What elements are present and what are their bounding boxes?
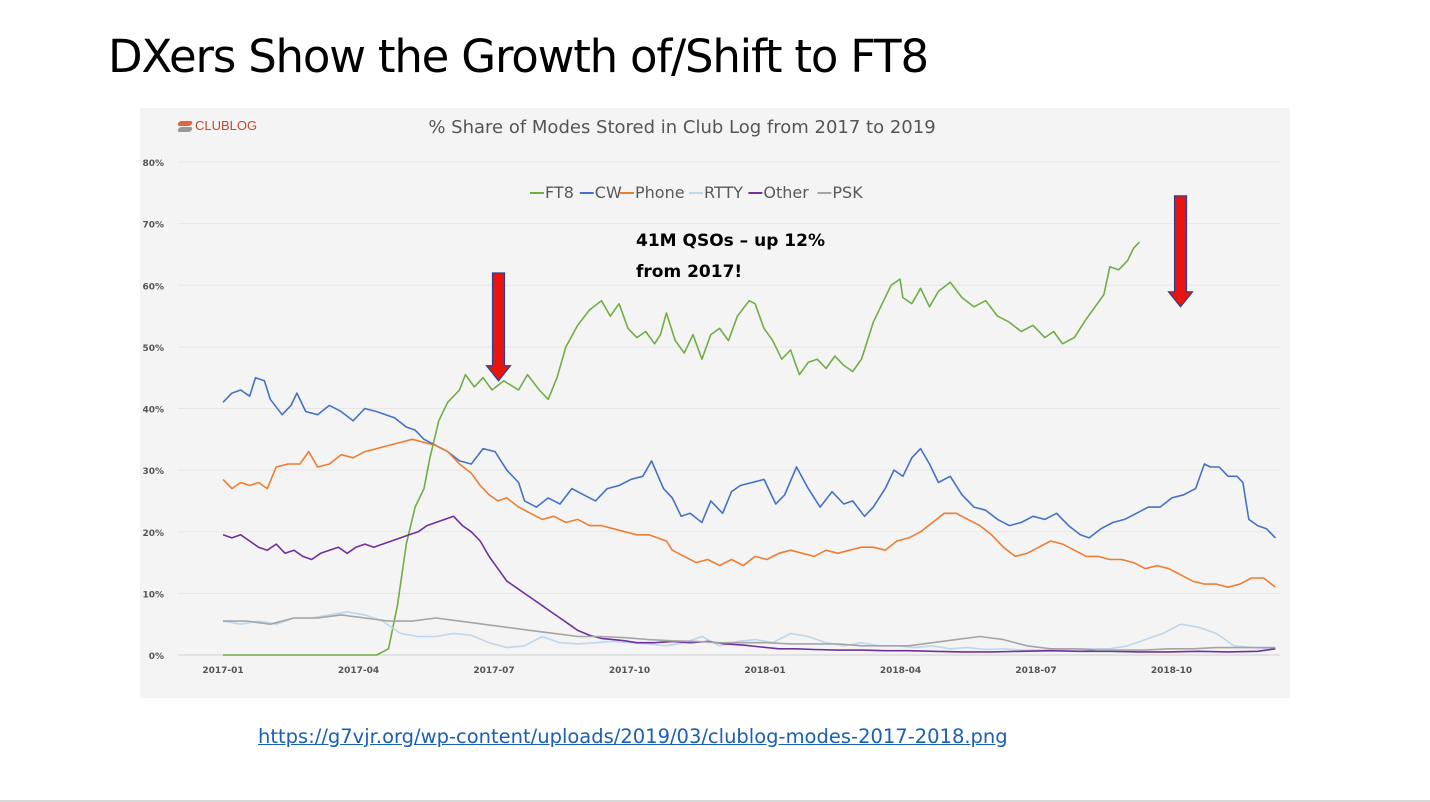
series-line-other xyxy=(222,515,1276,653)
y-tick-label: 10% xyxy=(142,590,164,600)
y-tick-label: 30% xyxy=(142,467,164,477)
slide-title: DXers Show the Growth of/Shift to FT8 xyxy=(108,30,929,83)
x-tick-label: 2017-01 xyxy=(202,666,243,676)
y-tick-label: 80% xyxy=(142,159,164,169)
x-tick-label: 2018-04 xyxy=(880,666,921,676)
clublog-logo: CLUBLOG xyxy=(178,118,257,133)
series-line-cw xyxy=(222,376,1276,539)
series-line-ft8 xyxy=(223,241,1140,656)
x-tick-label: 2017-07 xyxy=(473,666,514,676)
clublog-logo-icon xyxy=(178,119,192,133)
annotation-text: 41M QSOs – up 12% xyxy=(636,231,825,251)
july-2017-arrow xyxy=(485,272,512,382)
y-tick-label: 0% xyxy=(149,652,164,662)
series-line-phone xyxy=(222,438,1276,588)
legend-label-other: Other xyxy=(763,183,809,202)
chart-title: % Share of Modes Stored in Club Log from… xyxy=(428,117,935,138)
y-tick-label: 70% xyxy=(142,221,164,231)
legend-label-rtty: RTTY xyxy=(704,183,743,202)
chart-panel: % Share of Modes Stored in Club Log from… xyxy=(140,108,1290,698)
y-tick-label: 60% xyxy=(142,282,164,292)
x-tick-label: 2017-10 xyxy=(609,666,650,676)
y-tick-label: 20% xyxy=(142,529,164,539)
legend-label-phone: Phone xyxy=(635,183,685,202)
legend-label-cw: CW xyxy=(595,183,622,202)
legend-label-psk: PSK xyxy=(832,183,863,202)
bottom-divider xyxy=(0,800,1430,802)
source-url-link[interactable]: https://g7vjr.org/wp-content/uploads/201… xyxy=(258,725,1008,748)
x-tick-label: 2017-04 xyxy=(338,666,379,676)
series-line-rtty xyxy=(222,611,1276,651)
annotation-text: from 2017! xyxy=(636,262,742,282)
x-tick-label: 2018-10 xyxy=(1151,666,1192,676)
x-tick-label: 2018-07 xyxy=(1015,666,1056,676)
chart-svg: % Share of Modes Stored in Club Log from… xyxy=(142,117,1280,676)
y-tick-label: 40% xyxy=(142,406,164,416)
y-tick-label: 50% xyxy=(142,344,164,354)
legend-label-ft8: FT8 xyxy=(545,183,574,202)
late-2018-arrow xyxy=(1167,195,1194,308)
series-line-psk xyxy=(223,614,1276,651)
clublog-logo-text: CLUBLOG xyxy=(195,118,258,133)
x-tick-label: 2018-01 xyxy=(744,666,785,676)
